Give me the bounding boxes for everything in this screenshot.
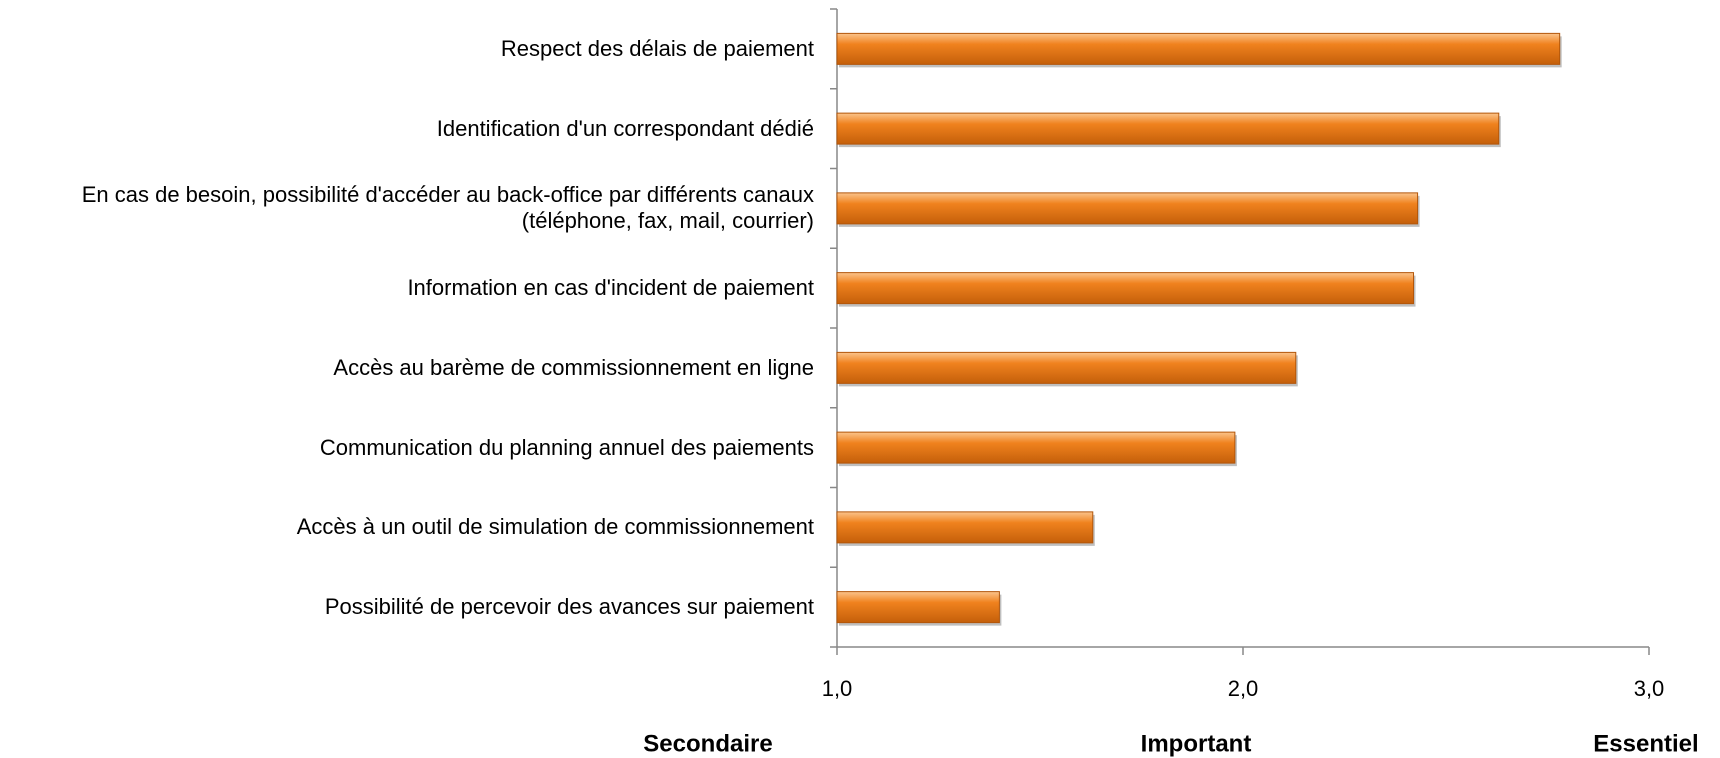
bar (836, 351, 1297, 384)
x-tick-label: 3,0 (1634, 676, 1665, 701)
bar (836, 32, 1561, 65)
bar (836, 511, 1094, 544)
bar (836, 272, 1415, 305)
category-label: Communication du planning annuel des pai… (319, 434, 814, 460)
category-label: Identification d'un correspondant dédié (436, 115, 814, 141)
category-label: Accès à un outil de simulation de commis… (296, 514, 814, 540)
bar (836, 591, 1000, 624)
bar (836, 192, 1419, 225)
x-tick-label: 1,0 (822, 676, 853, 701)
category-label: Possibilité de percevoir des avances sur… (324, 594, 814, 620)
scale-label: Essentiel (1593, 730, 1698, 757)
x-tick-label: 2,0 (1228, 676, 1259, 701)
category-label: En cas de besoin, possibilité d'accéder … (81, 182, 814, 234)
scale-label: Secondaire (643, 730, 772, 757)
bar (836, 112, 1500, 145)
scale-label: Important (1141, 730, 1252, 757)
category-label: Information en cas d'incident de paiemen… (407, 275, 814, 301)
category-label: Respect des délais de paiement (500, 35, 814, 61)
category-label: Accès au barème de commissionnement en l… (333, 354, 814, 380)
bar (836, 431, 1236, 464)
